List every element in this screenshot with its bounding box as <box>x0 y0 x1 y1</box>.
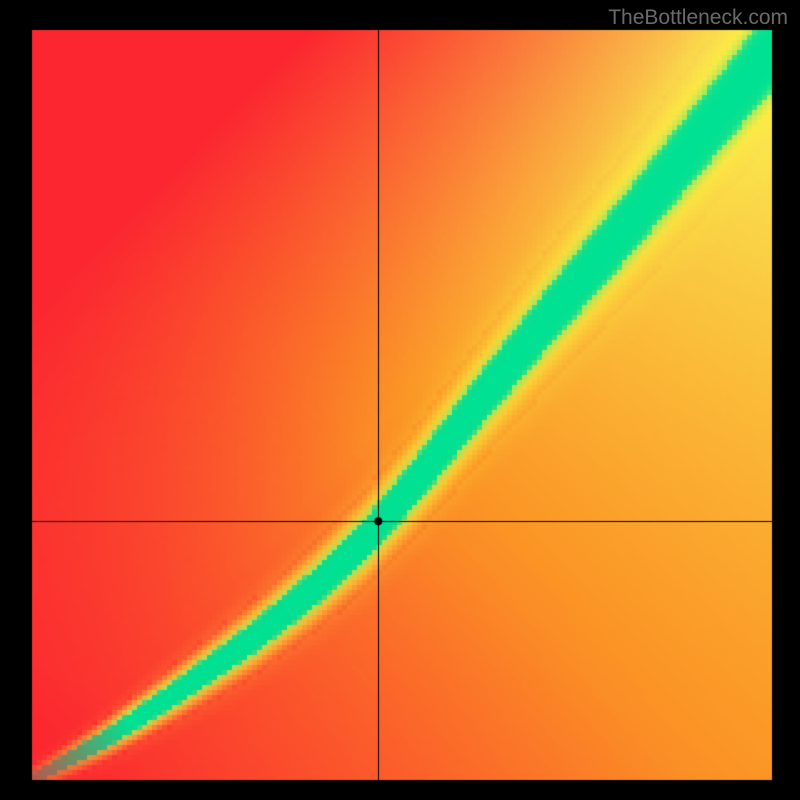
chart-container: TheBottleneck.com <box>0 0 800 800</box>
watermark-text: TheBottleneck.com <box>608 6 788 30</box>
heatmap-canvas <box>0 0 800 800</box>
